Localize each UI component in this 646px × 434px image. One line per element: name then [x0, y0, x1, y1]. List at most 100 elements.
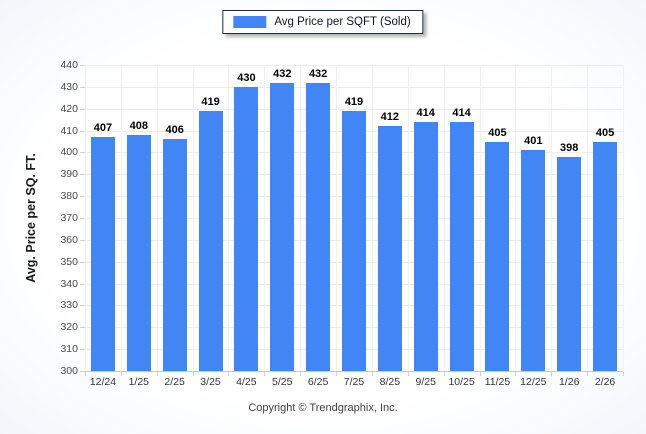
x-tick-label: 1/26	[558, 376, 580, 388]
gridline-y	[85, 108, 623, 110]
x-tick-label: 5/25	[272, 376, 293, 388]
y-tick-label: 300	[60, 365, 78, 377]
bar	[90, 137, 115, 371]
gridline-y	[85, 65, 623, 66]
y-tick-mark	[80, 86, 85, 88]
bar	[270, 82, 295, 371]
y-tick-label: 320	[60, 321, 78, 334]
x-tick-label: 6/25	[307, 376, 329, 388]
bar-value-label: 405	[595, 126, 615, 139]
y-tick-mark	[80, 174, 85, 176]
gridline-x	[192, 65, 194, 371]
x-tick-mark	[371, 372, 373, 376]
bar	[557, 156, 582, 371]
x-tick-label: 10/25	[448, 376, 475, 388]
y-tick-mark	[80, 305, 85, 307]
gridline-x	[407, 65, 409, 371]
y-tick-mark	[80, 152, 85, 154]
x-tick-mark	[85, 372, 86, 376]
bar	[485, 141, 510, 371]
x-tick-mark	[623, 372, 624, 376]
gridline-x	[300, 65, 302, 371]
legend-swatch	[233, 16, 267, 28]
gridline-x	[623, 65, 624, 371]
x-tick-mark	[443, 372, 445, 376]
y-tick-label: 410	[60, 124, 78, 137]
gridline-y	[85, 86, 623, 88]
gridline-x	[587, 65, 589, 371]
x-tick-mark	[551, 372, 553, 376]
x-tick-mark	[587, 372, 589, 376]
bar-value-label: 407	[93, 122, 113, 135]
y-tick-mark	[80, 108, 85, 110]
y-tick-mark	[80, 218, 85, 219]
bar-value-label: 406	[165, 124, 184, 137]
bar	[449, 121, 474, 371]
x-tick-mark	[120, 372, 122, 376]
copyright-text: Copyright © Trendgraphix, Inc.	[248, 402, 398, 414]
x-axis-tick-labels: 12/24 1/25 2/25 3/25 4/25 5/25 6/25 7/25 8/25 9/2…	[85, 376, 623, 392]
bar-value-label: 414	[452, 106, 471, 119]
x-tick-mark	[264, 372, 266, 376]
bar-value-label: 419	[344, 95, 364, 108]
x-tick-mark	[192, 372, 194, 376]
gridline-x	[156, 65, 158, 371]
bar-value-label: 430	[237, 71, 256, 84]
y-tick-label: 360	[60, 233, 78, 246]
x-tick-mark	[479, 372, 481, 376]
bar	[198, 110, 223, 371]
y-tick-label: 380	[60, 190, 78, 203]
y-tick-label: 340	[60, 277, 78, 290]
y-tick-label: 390	[60, 168, 78, 181]
gridline-x	[551, 65, 553, 371]
x-tick-mark	[300, 372, 302, 376]
gridline-x	[85, 65, 86, 371]
y-tick-label: 400	[60, 146, 78, 159]
x-tick-label: 3/25	[200, 376, 221, 388]
bar	[126, 134, 151, 371]
bar	[162, 139, 187, 371]
y-tick-mark	[80, 130, 85, 132]
x-tick-label: 4/25	[236, 376, 257, 388]
x-tick-label: 1/25	[128, 376, 149, 388]
gridline-x	[371, 65, 373, 371]
gridline-x	[515, 65, 517, 371]
gridline-x	[479, 65, 481, 371]
bar	[521, 150, 546, 371]
y-tick-label: 430	[60, 80, 78, 93]
bar-value-label: 408	[129, 119, 148, 132]
y-tick-mark	[80, 349, 85, 351]
x-tick-label: 8/25	[379, 376, 401, 388]
y-tick-mark	[80, 261, 85, 263]
bar-value-label: 414	[416, 106, 435, 119]
bar	[234, 86, 259, 371]
bar-value-label: 405	[488, 126, 507, 139]
y-tick-mark	[80, 196, 85, 198]
x-tick-label: 9/25	[415, 376, 436, 388]
y-tick-label: 420	[60, 102, 78, 115]
y-tick-mark	[80, 65, 85, 66]
x-tick-mark	[407, 372, 409, 376]
y-tick-label: 350	[60, 255, 78, 268]
x-tick-label: 12/24	[89, 376, 117, 388]
gridline-x	[336, 65, 338, 371]
bar-value-label: 401	[524, 135, 543, 148]
bar	[377, 126, 402, 371]
x-tick-mark	[515, 372, 517, 376]
y-tick-mark	[80, 239, 85, 241]
bar-value-label: 432	[273, 67, 292, 80]
bar	[342, 110, 366, 371]
legend: Avg Price per SQFT (Sold)	[222, 10, 424, 34]
bar-value-label: 398	[560, 141, 579, 154]
gridline-x	[120, 65, 122, 371]
y-tick-mark	[80, 371, 85, 372]
x-tick-mark	[228, 372, 230, 376]
y-axis-tick-labels: 300 310 320 330 340 350 360 370 380 390 400 410 420 4…	[0, 59, 78, 377]
bar-value-label: 419	[201, 95, 220, 108]
x-tick-label: 2/25	[164, 376, 185, 388]
y-tick-label: 330	[60, 299, 78, 312]
y-tick-label: 310	[60, 343, 78, 356]
y-tick-mark	[80, 283, 85, 285]
x-tick-mark	[156, 372, 158, 376]
